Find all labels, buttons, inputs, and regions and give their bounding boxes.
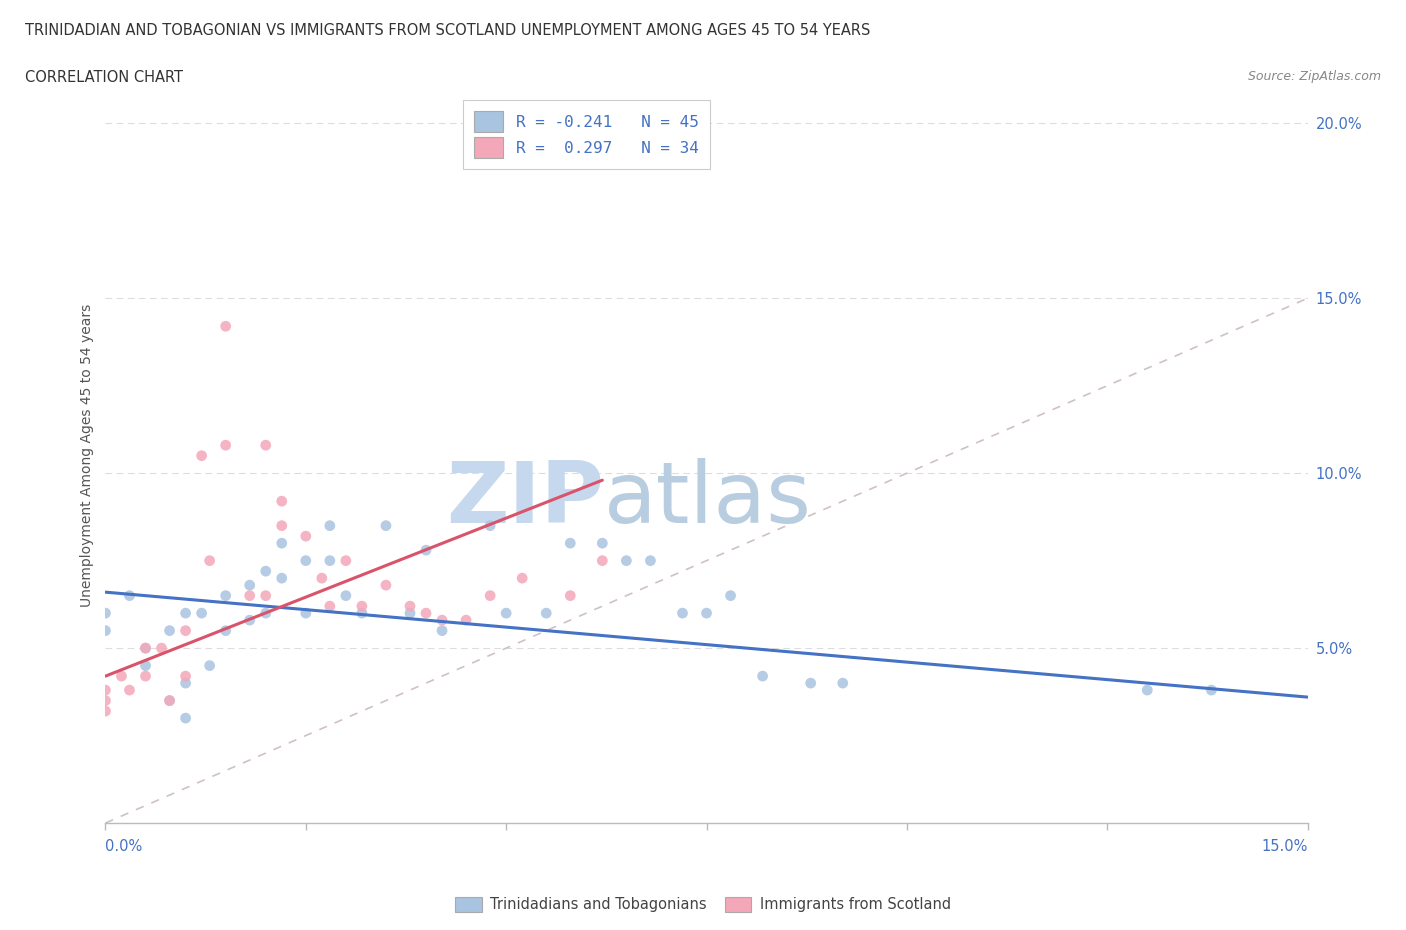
- Point: [254, 605, 277, 620]
- Point: [159, 693, 181, 708]
- Text: Source: ZipAtlas.com: Source: ZipAtlas.com: [1247, 70, 1381, 83]
- Point: [295, 529, 318, 544]
- Point: [295, 605, 318, 620]
- Point: [135, 641, 157, 656]
- Point: [214, 588, 236, 603]
- Point: [270, 494, 292, 509]
- Point: [430, 623, 453, 638]
- Text: atlas: atlas: [605, 458, 813, 541]
- Point: [254, 438, 277, 453]
- Point: [430, 613, 453, 628]
- Point: [174, 676, 197, 691]
- Point: [270, 536, 292, 551]
- Legend: R = -0.241   N = 45, R =  0.297   N = 34: R = -0.241 N = 45, R = 0.297 N = 34: [463, 100, 710, 169]
- Point: [214, 623, 236, 638]
- Point: [94, 623, 117, 638]
- Point: [118, 588, 141, 603]
- Text: CORRELATION CHART: CORRELATION CHART: [25, 70, 183, 85]
- Point: [374, 518, 398, 533]
- Point: [198, 658, 221, 673]
- Point: [479, 588, 502, 603]
- Point: [319, 518, 342, 533]
- Point: [159, 623, 181, 638]
- Point: [94, 605, 117, 620]
- Point: [174, 623, 197, 638]
- Point: [239, 578, 262, 592]
- Point: [640, 553, 662, 568]
- Point: [174, 669, 197, 684]
- Point: [174, 711, 197, 725]
- Point: [1136, 683, 1159, 698]
- Point: [239, 613, 262, 628]
- Point: [254, 564, 277, 578]
- Point: [560, 536, 582, 551]
- Y-axis label: Unemployment Among Ages 45 to 54 years: Unemployment Among Ages 45 to 54 years: [80, 304, 94, 607]
- Point: [214, 319, 236, 334]
- Point: [270, 518, 292, 533]
- Point: [495, 605, 517, 620]
- Point: [319, 553, 342, 568]
- Point: [254, 588, 277, 603]
- Point: [751, 669, 773, 684]
- Point: [150, 641, 173, 656]
- Point: [454, 613, 477, 628]
- Point: [800, 676, 823, 691]
- Point: [831, 676, 853, 691]
- Text: TRINIDADIAN AND TOBAGONIAN VS IMMIGRANTS FROM SCOTLAND UNEMPLOYMENT AMONG AGES 4: TRINIDADIAN AND TOBAGONIAN VS IMMIGRANTS…: [25, 23, 870, 38]
- Point: [135, 669, 157, 684]
- Text: 15.0%: 15.0%: [1261, 839, 1308, 854]
- Point: [214, 438, 236, 453]
- Point: [479, 518, 502, 533]
- Point: [110, 669, 132, 684]
- Point: [94, 683, 117, 698]
- Point: [591, 553, 613, 568]
- Text: 0.0%: 0.0%: [105, 839, 142, 854]
- Point: [270, 571, 292, 586]
- Point: [159, 693, 181, 708]
- Text: ZIP: ZIP: [447, 458, 605, 541]
- Point: [720, 588, 742, 603]
- Point: [399, 605, 422, 620]
- Point: [135, 641, 157, 656]
- Point: [311, 571, 333, 586]
- Point: [350, 599, 373, 614]
- Point: [616, 553, 638, 568]
- Point: [591, 536, 613, 551]
- Point: [671, 605, 693, 620]
- Point: [94, 704, 117, 719]
- Point: [198, 553, 221, 568]
- Point: [399, 599, 422, 614]
- Point: [696, 605, 718, 620]
- Point: [415, 543, 437, 558]
- Point: [118, 683, 141, 698]
- Point: [510, 571, 533, 586]
- Point: [94, 693, 117, 708]
- Point: [335, 588, 357, 603]
- Point: [190, 448, 212, 463]
- Legend: Trinidadians and Tobagonians, Immigrants from Scotland: Trinidadians and Tobagonians, Immigrants…: [450, 891, 956, 918]
- Point: [350, 605, 373, 620]
- Point: [319, 599, 342, 614]
- Point: [534, 605, 557, 620]
- Point: [190, 605, 212, 620]
- Point: [335, 553, 357, 568]
- Point: [415, 605, 437, 620]
- Point: [560, 588, 582, 603]
- Point: [174, 605, 197, 620]
- Point: [1201, 683, 1223, 698]
- Point: [239, 588, 262, 603]
- Point: [135, 658, 157, 673]
- Point: [295, 553, 318, 568]
- Point: [374, 578, 398, 592]
